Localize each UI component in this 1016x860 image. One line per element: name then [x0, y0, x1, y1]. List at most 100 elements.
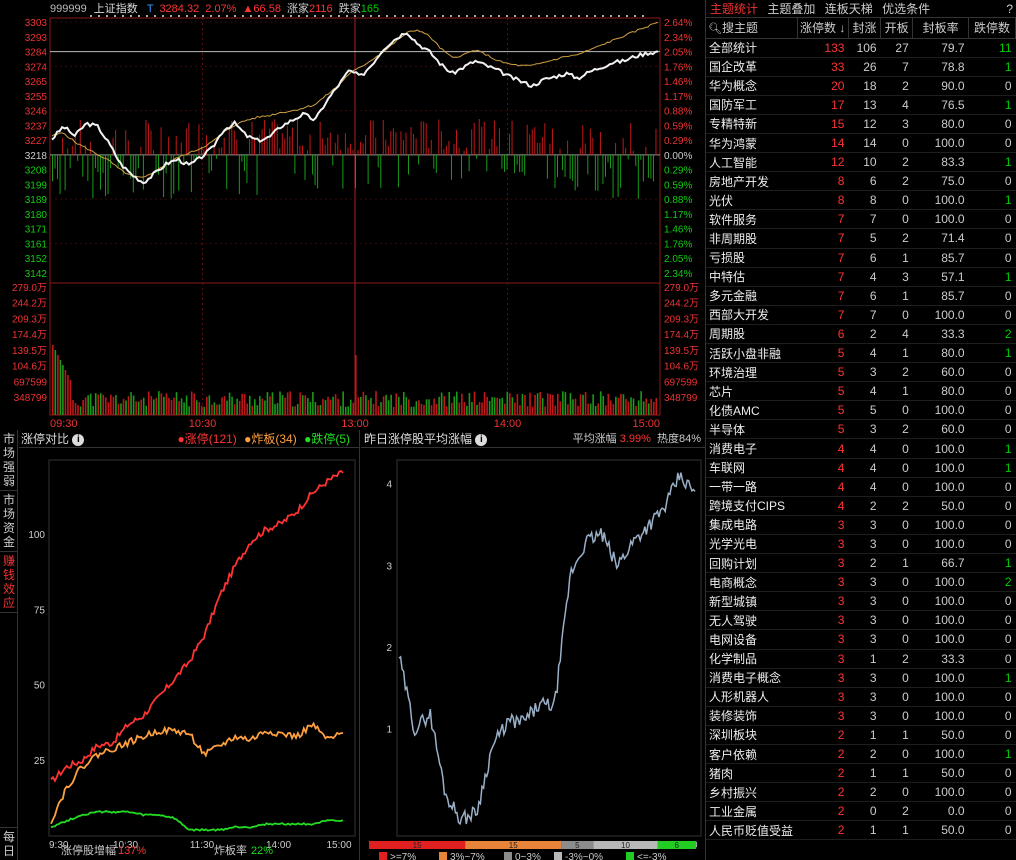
table-row[interactable]: 猪肉 2 1 1 50.0 0: [706, 763, 1016, 784]
theme-search[interactable]: 🔍︎搜主题: [706, 18, 798, 39]
table-row[interactable]: 化债AMC 5 5 0 100.0 0: [706, 400, 1016, 421]
info-icon[interactable]: i: [475, 433, 488, 446]
volume-bar: [488, 400, 491, 415]
table-row[interactable]: 华为概念 20 18 2 90.0 0: [706, 76, 1016, 96]
col-opened[interactable]: 开板: [880, 18, 914, 39]
table-row[interactable]: 国企改革 33 26 7 78.8 1: [706, 57, 1016, 77]
table-row[interactable]: 光伏 8 8 0 100.0 1: [706, 190, 1016, 211]
volume-bar: [211, 404, 213, 415]
flow-bar: [99, 154, 101, 190]
dist-legend-label: -3%~0%: [565, 852, 603, 860]
flow-bar: [304, 154, 306, 180]
table-row[interactable]: 亏损股 7 6 1 85.7 0: [706, 248, 1016, 268]
table-row[interactable]: 无人驾驶 3 3 0 100.0 0: [706, 610, 1016, 631]
table-row[interactable]: 人形机器人 3 3 0 100.0 0: [706, 687, 1016, 707]
volume-bar: [503, 403, 506, 415]
tab-market-strength[interactable]: 市场强弱: [0, 430, 18, 491]
table-row[interactable]: 车联网 4 4 0 100.0 1: [706, 458, 1016, 478]
table-row[interactable]: 半导体 5 3 2 60.0 0: [706, 419, 1016, 440]
tick-dot: [386, 15, 388, 17]
table-row[interactable]: 人民币贬值受益 2 1 1 50.0 0: [706, 820, 1016, 841]
flow-bar: [294, 154, 296, 174]
limit-up-count: 3: [797, 515, 849, 535]
table-row[interactable]: 回购计划 3 2 1 66.7 1: [706, 553, 1016, 574]
table-row[interactable]: 专精特新 15 12 3 80.0 0: [706, 114, 1016, 134]
y-axis-label: 3255: [25, 92, 48, 103]
legend-up-dot: ●: [177, 432, 185, 446]
table-row[interactable]: 人工智能 12 10 2 83.3 1: [706, 152, 1016, 173]
intraday-chart[interactable]: 999999 上证指数 T 3284.32 2.07% ▲66.58 涨家211…: [0, 0, 705, 430]
x-tick-label: 9:30: [49, 840, 69, 851]
table-row[interactable]: 多元金融 7 6 1 85.7 0: [706, 286, 1016, 306]
flow-bar: [213, 146, 215, 155]
flow-bar: [498, 128, 500, 155]
flow-bar: [195, 154, 197, 160]
seal-rate: 80.0: [912, 343, 969, 364]
table-row[interactable]: 全部统计 133 106 27 79.7 11: [706, 38, 1016, 58]
table-row[interactable]: 中特估 7 4 3 57.1 1: [706, 267, 1016, 287]
col-limit-up[interactable]: 涨停数 ↓: [797, 18, 849, 39]
table-row[interactable]: 深圳板块 2 1 1 50.0 0: [706, 725, 1016, 745]
table-row[interactable]: 芯片 5 4 1 80.0 0: [706, 381, 1016, 402]
flow-bar: [615, 142, 617, 155]
pct-axis-label: 2.05%: [664, 48, 692, 59]
col-seal-rate[interactable]: 封板率: [912, 18, 970, 39]
table-row[interactable]: 跨境支付CIPS 4 2 2 50.0 0: [706, 496, 1016, 516]
table-row[interactable]: 华为鸿蒙 14 14 0 100.0 0: [706, 133, 1016, 154]
sealed-count: 1: [848, 649, 881, 669]
opened-count: 27: [880, 38, 913, 58]
tab-daily[interactable]: 每日: [0, 827, 18, 860]
tab-theme-overlay[interactable]: 主题叠加: [767, 2, 816, 16]
tab-theme-stats[interactable]: 主题统计: [710, 2, 759, 16]
table-row[interactable]: 周期股 6 2 4 33.3 2: [706, 324, 1016, 345]
table-row[interactable]: 房地产开发 8 6 2 75.0 0: [706, 171, 1016, 192]
tab-limit-ladder[interactable]: 连板天梯: [824, 2, 873, 16]
tab-preferred-conditions[interactable]: 优选条件: [882, 2, 931, 16]
table-row[interactable]: 软件服务 7 7 0 100.0 0: [706, 209, 1016, 230]
y-axis-label: 3284: [25, 48, 48, 59]
volume-bar: [142, 397, 145, 415]
table-row[interactable]: 环境治理 5 3 2 60.0 0: [706, 362, 1016, 383]
seal-rate: 100.0: [912, 133, 969, 154]
table-row[interactable]: 化学制品 3 1 2 33.3 0: [706, 649, 1016, 669]
limit-down-count: 0: [968, 76, 1016, 96]
limit-up-count: 4: [797, 458, 849, 478]
tick-dot: [594, 15, 596, 17]
table-row[interactable]: 西部大开发 7 7 0 100.0 0: [706, 305, 1016, 325]
table-row[interactable]: 一带一路 4 4 0 100.0 0: [706, 477, 1016, 497]
table-row[interactable]: 消费电子概念 3 3 0 100.0 1: [706, 668, 1016, 688]
table-row[interactable]: 乡村振兴 2 2 0 100.0 0: [706, 782, 1016, 803]
table-row[interactable]: 活跃小盘非融 5 4 1 80.0 1: [706, 343, 1016, 364]
volume-bar: [355, 355, 357, 415]
volume-bar: [120, 403, 122, 415]
flow-bar: [387, 145, 389, 155]
table-row[interactable]: 集成电路 3 3 0 100.0 0: [706, 515, 1016, 535]
tab-profit-effect[interactable]: 赚钱效应: [0, 552, 18, 613]
table-row[interactable]: 新型城镇 3 3 0 100.0 0: [706, 591, 1016, 612]
col-sealed[interactable]: 封涨: [848, 18, 882, 39]
flow-bar: [602, 154, 604, 185]
flow-bar: [635, 154, 637, 167]
help-icon[interactable]: ?: [1006, 2, 1013, 16]
table-row[interactable]: 电网设备 3 3 0 100.0 0: [706, 629, 1016, 650]
volume-bar: [594, 405, 597, 415]
table-row[interactable]: 消费电子 4 4 0 100.0 1: [706, 438, 1016, 459]
volume-bar: [463, 402, 466, 415]
theme-name: 工业金属: [706, 801, 798, 822]
volume-bar: [94, 393, 97, 415]
table-row[interactable]: 电商概念 3 3 0 100.0 2: [706, 572, 1016, 593]
tab-market-funds[interactable]: 市场资金: [0, 491, 18, 552]
table-row[interactable]: 工业金属 2 0 2 0.0 0: [706, 801, 1016, 822]
flow-bar: [435, 154, 437, 173]
limit-down-count: 1: [968, 458, 1016, 478]
table-row[interactable]: 非周期股 7 5 2 71.4 0: [706, 228, 1016, 249]
info-icon[interactable]: i: [72, 433, 85, 446]
col-limit-down[interactable]: 跌停数: [968, 18, 1016, 39]
flow-bar: [514, 154, 516, 173]
volume-bar: [498, 398, 501, 415]
flow-bar: [105, 154, 107, 196]
table-row[interactable]: 光学光电 3 3 0 100.0 0: [706, 534, 1016, 555]
table-row[interactable]: 客户依赖 2 2 0 100.0 1: [706, 744, 1016, 765]
table-row[interactable]: 装修装饰 3 3 0 100.0 0: [706, 706, 1016, 726]
table-row[interactable]: 国防军工 17 13 4 76.5 1: [706, 95, 1016, 115]
